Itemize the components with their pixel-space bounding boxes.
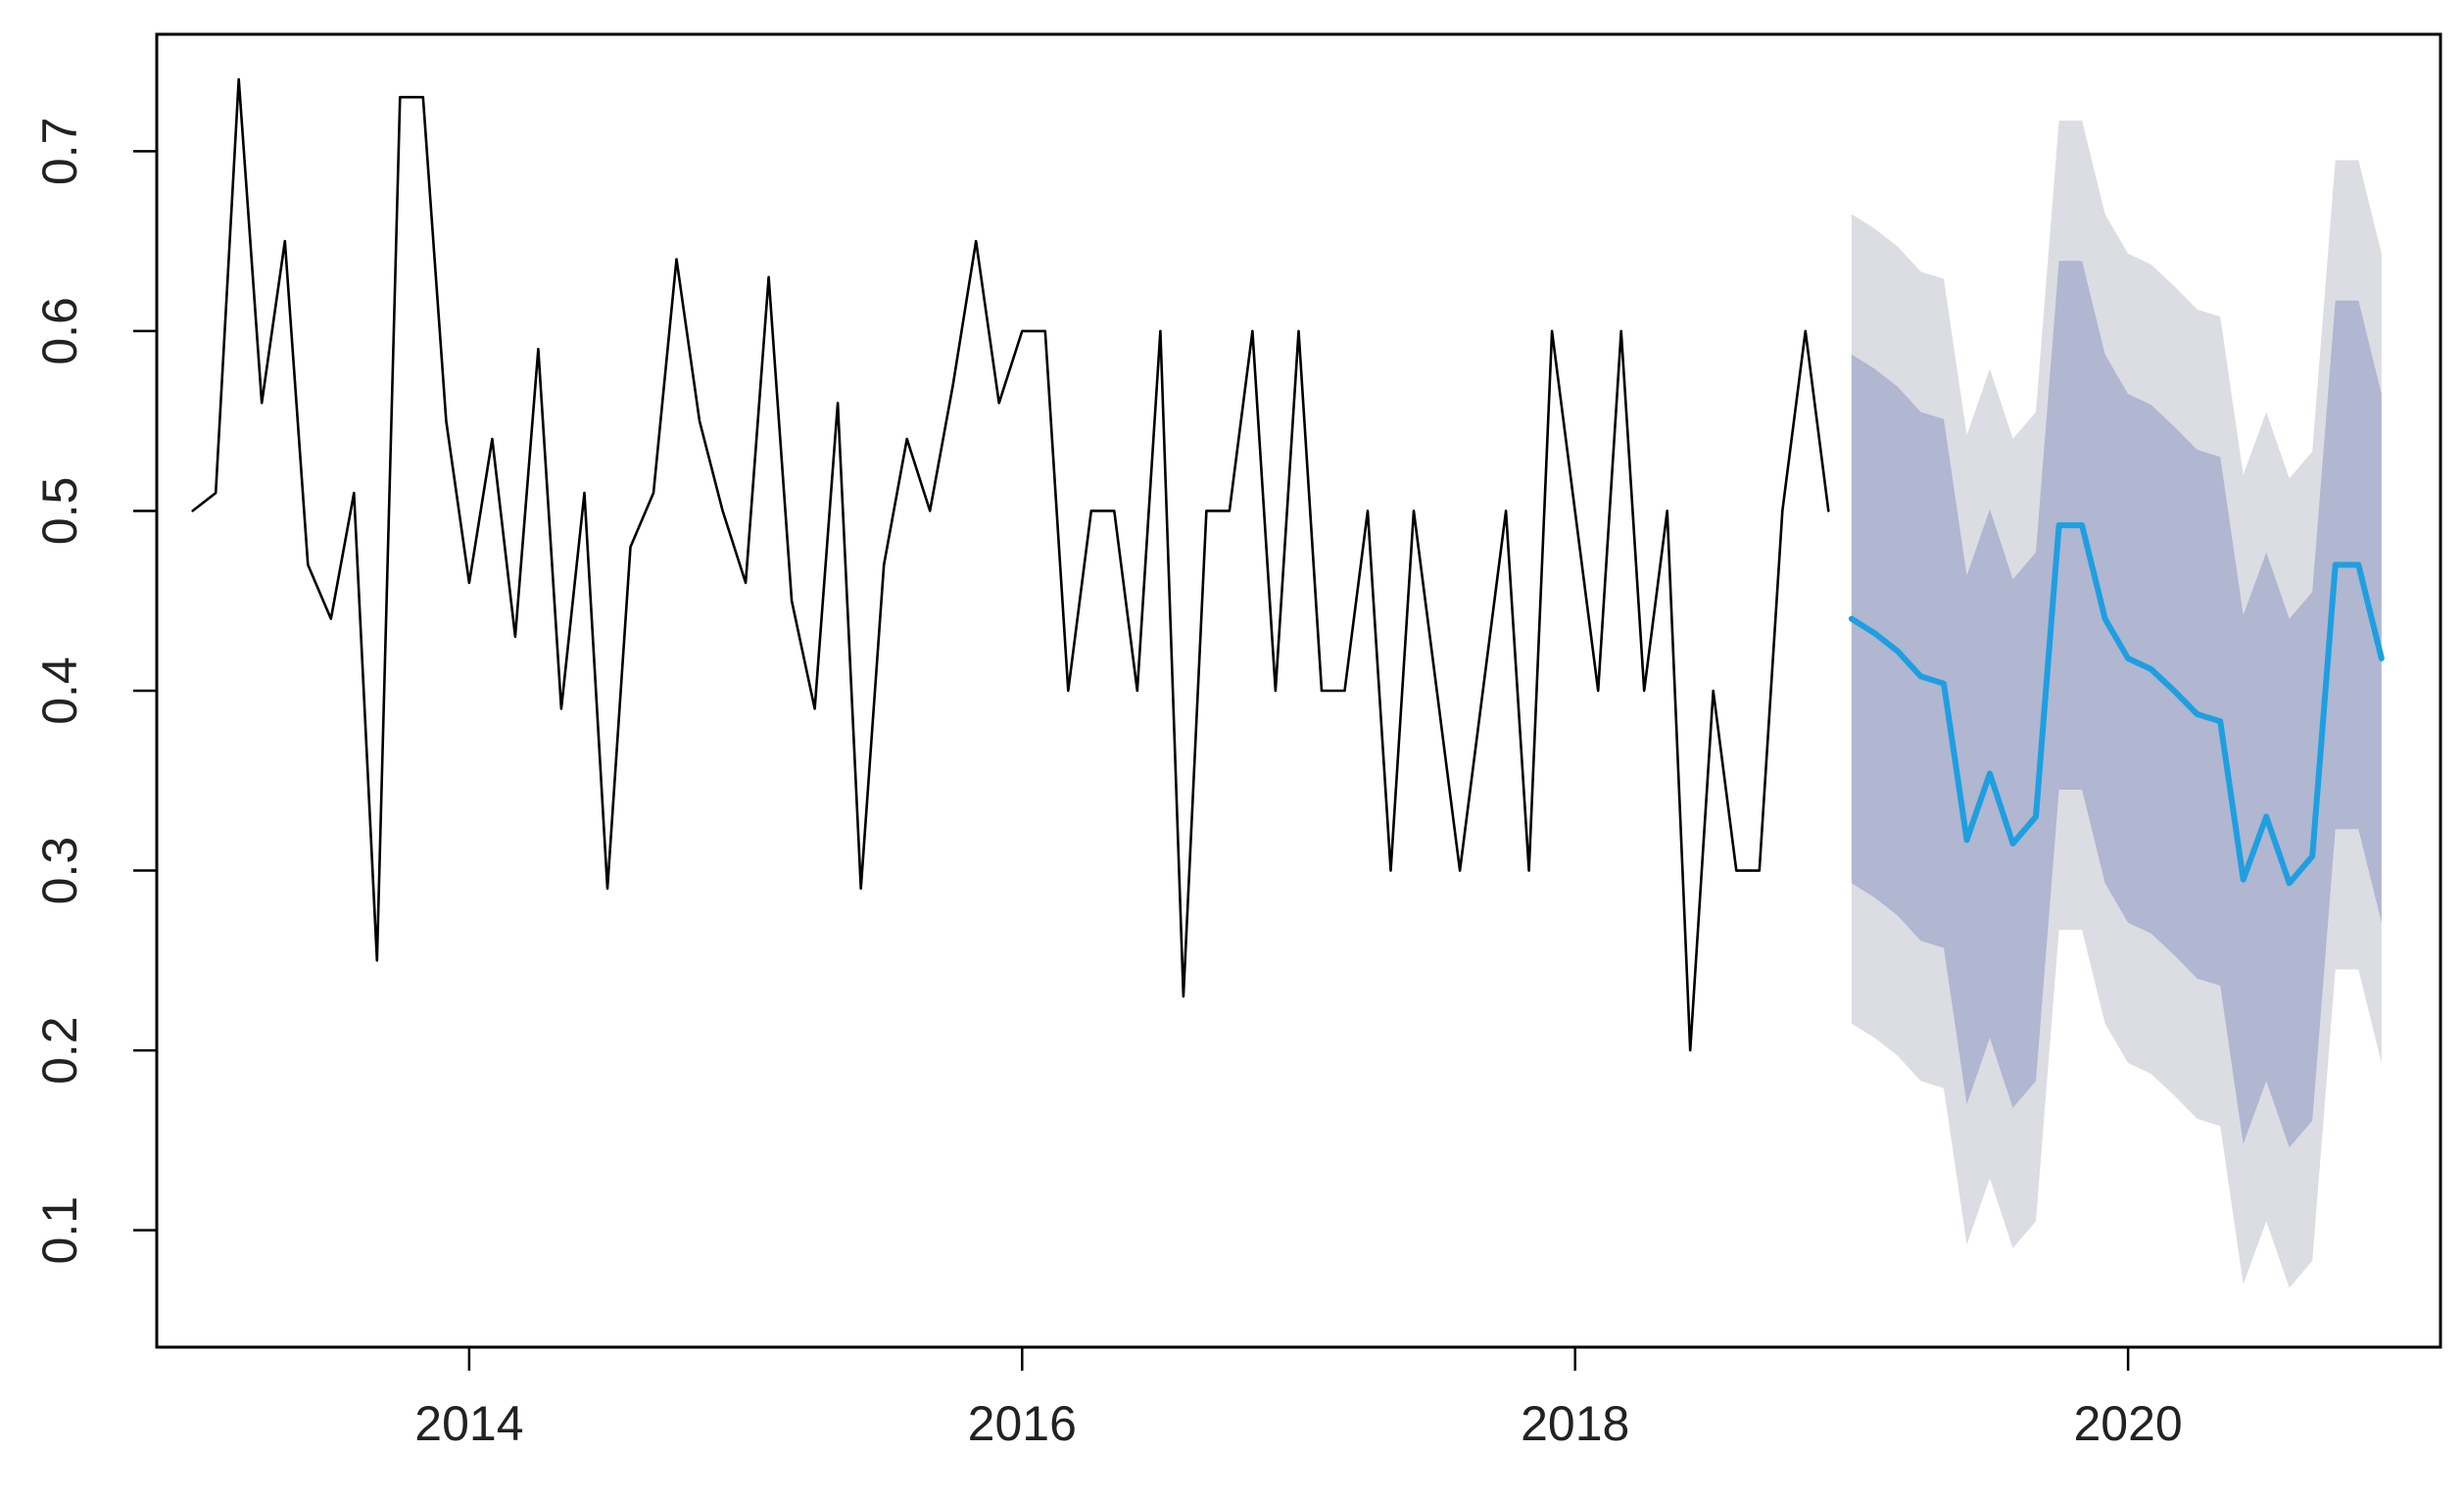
x-tick-label: 2020 <box>2073 1396 2182 1451</box>
x-tick-label: 2018 <box>1521 1396 1629 1451</box>
observed-line <box>191 77 1830 1052</box>
axes: 2014 2016 2018 2020 0.1 0.2 0.3 0.4 0.5 0.6 0.7 <box>32 118 2183 1451</box>
band-80-percent <box>1851 261 2382 1148</box>
y-tick-label: 0.2 <box>32 1016 87 1085</box>
y-tick-label: 0.4 <box>32 656 87 725</box>
y-tick-label: 0.1 <box>32 1196 87 1265</box>
y-tick-label: 0.5 <box>32 477 87 546</box>
x-tick-label: 2016 <box>968 1396 1077 1451</box>
y-tick-label: 0.7 <box>32 118 87 186</box>
forecast-line <box>1848 522 2385 887</box>
y-tick-label: 0.3 <box>32 837 87 905</box>
x-tick-label: 2014 <box>414 1396 523 1451</box>
forecast-bands <box>1851 121 2382 1288</box>
series-lines <box>191 77 2385 1052</box>
y-tick-label: 0.6 <box>32 297 87 365</box>
